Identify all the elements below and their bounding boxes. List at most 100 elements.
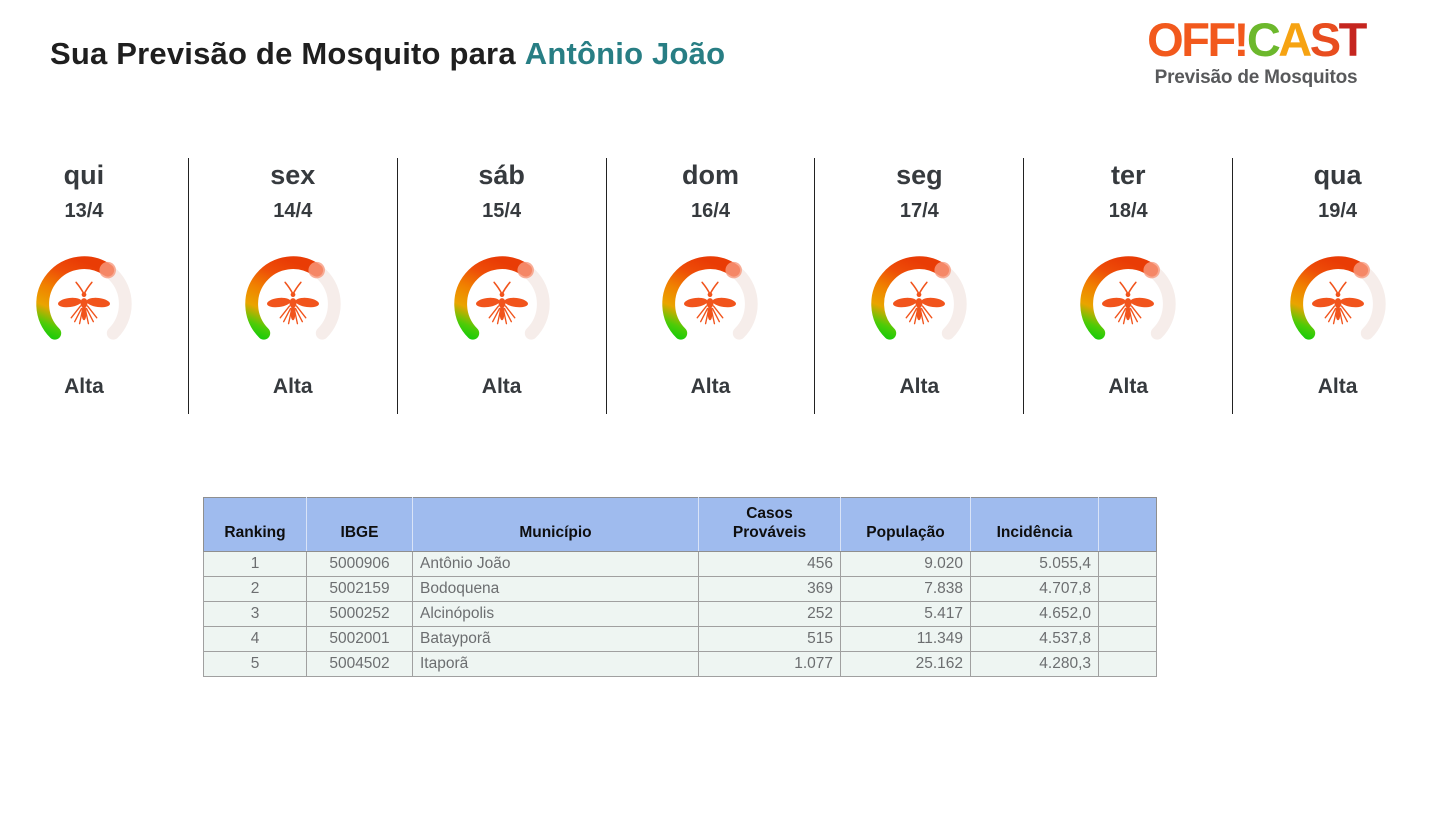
day-date-label: 14/4 <box>273 200 313 222</box>
alert-cell <box>1098 650 1157 677</box>
risk-gauge-mosquito-icon <box>1069 245 1187 363</box>
logo-letter: C <box>1246 13 1281 66</box>
cell-ranking: 4 <box>203 625 307 652</box>
cell-populacao: 9.020 <box>840 550 971 577</box>
table-row: 3 5000252 Alcinópolis 252 5.417 4.652,0 <box>203 600 1157 627</box>
day-name-label: ter <box>1110 160 1146 190</box>
cell-populacao: 7.838 <box>840 575 971 602</box>
forecast-day-column: qua 19/4 Alta <box>1233 158 1439 414</box>
day-date-label: 15/4 <box>482 200 522 222</box>
logo-letter: F <box>1181 13 1210 66</box>
page-title: Sua Previsão de Mosquito para Antônio Joã… <box>50 36 725 72</box>
cell-casos: 1.077 <box>698 650 841 677</box>
column-header-incidencia: Incidência <box>970 497 1099 552</box>
offcast-wordmark: OFF!CAST <box>1125 16 1387 63</box>
cell-municipio: Itaporã <box>412 650 699 677</box>
cell-casos: 456 <box>698 550 841 577</box>
cell-casos: 252 <box>698 600 841 627</box>
cell-incidencia: 4.652,0 <box>970 600 1099 627</box>
logo-letter: ! <box>1233 13 1250 66</box>
cell-populacao: 25.162 <box>840 650 971 677</box>
cell-municipio: Batayporã <box>412 625 699 652</box>
logo-letter: A <box>1278 13 1312 66</box>
risk-level-label: Alta <box>690 375 731 398</box>
city-name: Antônio João <box>524 36 726 71</box>
cell-incidencia: 5.055,4 <box>970 550 1099 577</box>
cell-incidencia: 4.537,8 <box>970 625 1099 652</box>
cell-incidencia: 4.707,8 <box>970 575 1099 602</box>
day-name-label: sex <box>270 160 316 190</box>
cell-ibge: 5000906 <box>306 550 413 577</box>
day-name-label: dom <box>681 160 739 190</box>
alert-cell <box>1098 600 1157 627</box>
table-row: 5 5004502 Itaporã 1.077 25.162 4.280,3 <box>203 650 1157 677</box>
cell-populacao: 5.417 <box>840 600 971 627</box>
cell-populacao: 11.349 <box>840 625 971 652</box>
risk-gauge-mosquito-icon <box>651 245 769 363</box>
cell-ranking: 1 <box>203 550 307 577</box>
risk-gauge-mosquito-icon <box>860 245 978 363</box>
ranking-table-container: Ranking IBGE Município Casos Prováveis P… <box>203 497 1157 677</box>
cell-municipio: Antônio João <box>412 550 699 577</box>
ranking-table: Ranking IBGE Município Casos Prováveis P… <box>203 497 1157 677</box>
day-name-label: qua <box>1313 160 1362 190</box>
risk-gauge-mosquito-icon <box>1279 245 1397 363</box>
forecast-day-column: sex 14/4 Alta <box>189 158 398 414</box>
cell-ranking: 2 <box>203 575 307 602</box>
day-name-label: seg <box>896 160 943 190</box>
day-date-label: 17/4 <box>899 200 939 222</box>
cell-incidencia: 4.280,3 <box>970 650 1099 677</box>
day-name-label: sáb <box>478 160 525 190</box>
cell-ibge: 5002159 <box>306 575 413 602</box>
cell-municipio: Alcinópolis <box>412 600 699 627</box>
risk-gauge-mosquito-icon <box>25 245 143 363</box>
table-header-row: Ranking IBGE Município Casos Prováveis P… <box>203 497 1157 552</box>
column-header-alert <box>1098 497 1157 552</box>
logo-letter: O <box>1147 13 1184 66</box>
forecast-day-column: sáb 15/4 Alta <box>398 158 607 414</box>
column-header-ibge: IBGE <box>306 497 413 552</box>
cell-casos: 515 <box>698 625 841 652</box>
logo-letter: T <box>1338 13 1368 66</box>
cell-ibge: 5002001 <box>306 625 413 652</box>
column-header-ranking: Ranking <box>203 497 307 552</box>
forecast-day-column: seg 17/4 Alta <box>815 158 1025 414</box>
risk-level-label: Alta <box>481 375 522 398</box>
page-title-prefix: Sua Previsão de Mosquito para <box>50 36 516 71</box>
logo-subtitle: Previsão de Mosquitos <box>1154 67 1358 88</box>
table-row: 1 5000906 Antônio João 456 9.020 5.055,4 <box>203 550 1157 577</box>
risk-gauge-mosquito-icon <box>234 245 352 363</box>
table-row: 2 5002159 Bodoquena 369 7.838 4.707,8 <box>203 575 1157 602</box>
day-date-label: 16/4 <box>691 200 730 222</box>
forecast-strip: qui 13/4 Alta sex 14/4 Alta sáb 15/4 Alt… <box>0 158 1439 414</box>
risk-level-label: Alta <box>1108 375 1149 398</box>
day-date-label: 13/4 <box>64 200 104 222</box>
day-name-label: qui <box>63 160 105 190</box>
cell-casos: 369 <box>698 575 841 602</box>
risk-level-label: Alta <box>899 375 940 398</box>
logo-letter: F <box>1207 13 1236 66</box>
risk-level-label: Alta <box>272 375 313 398</box>
forecast-day-column: ter 18/4 Alta <box>1024 158 1234 414</box>
risk-gauge-mosquito-icon <box>443 245 561 363</box>
day-date-label: 18/4 <box>1108 200 1148 222</box>
day-date-label: 19/4 <box>1318 200 1358 222</box>
alert-cell <box>1098 575 1157 602</box>
risk-level-label: Alta <box>64 375 104 398</box>
column-header-casos: Casos Prováveis <box>698 497 841 552</box>
cell-ibge: 5000252 <box>306 600 413 627</box>
forecast-day-column: qui 13/4 Alta <box>0 158 189 414</box>
forecast-day-column: dom 16/4 Alta <box>607 158 816 414</box>
alert-cell <box>1098 625 1157 652</box>
risk-level-label: Alta <box>1317 375 1358 398</box>
column-header-populacao: População <box>840 497 971 552</box>
cell-ibge: 5004502 <box>306 650 413 677</box>
logo-letter: S <box>1309 13 1341 66</box>
cell-ranking: 3 <box>203 600 307 627</box>
offcast-logo[interactable]: OFF!CAST Previsão de Mosquitos <box>1125 16 1387 87</box>
cell-municipio: Bodoquena <box>412 575 699 602</box>
column-header-municipio: Município <box>412 497 699 552</box>
alert-cell <box>1098 550 1157 577</box>
cell-ranking: 5 <box>203 650 307 677</box>
